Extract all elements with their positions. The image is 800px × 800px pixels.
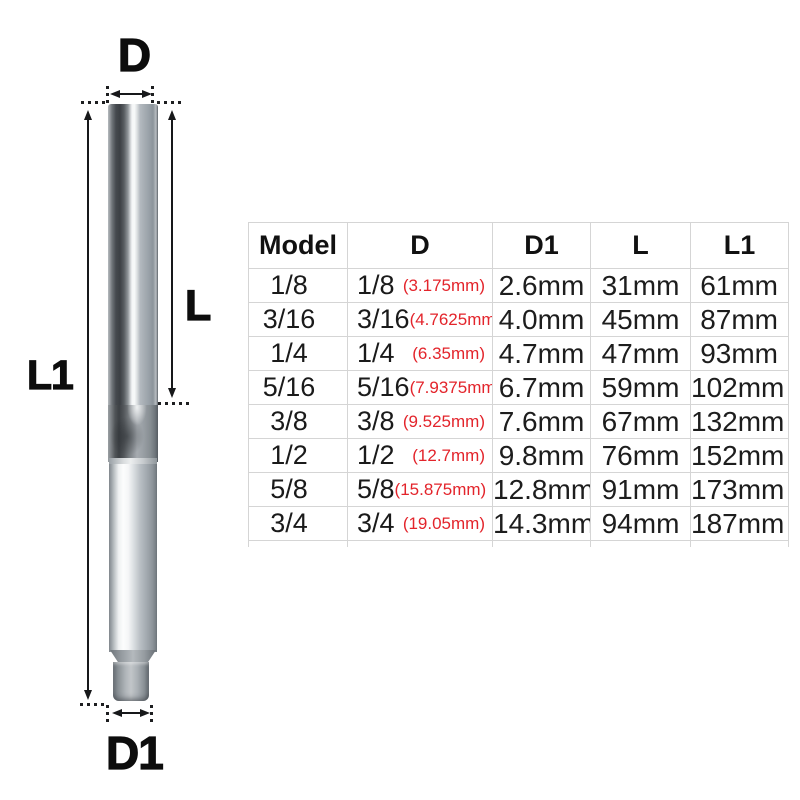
spec-table: Model D D1 L L1 1/8 1/8 (3.175mm) 2.6mm … [248,222,789,547]
cell-d1: 4.0mm [492,302,591,337]
cell-d1: 9.8mm [492,438,591,473]
header-d1: D1 [492,222,591,269]
cell-d: 5/8 (15.875mm) [347,472,493,507]
d-fraction: 1/8 [357,270,395,300]
cell-l: 47mm [590,336,691,371]
reamer-flute-runout [108,405,158,462]
cell-model: 5/8 [248,472,348,507]
l-end-dotted [158,402,192,405]
table-row: 5/8 5/8 (15.875mm) 12.8mm 91mm 173mm [248,472,789,507]
cell-l1: 187mm [690,506,789,541]
cell-d1: 7.6mm [492,404,591,439]
cell-l1: 173mm [690,472,789,507]
cell-l: 91mm [590,472,691,507]
cell-l1: 102mm [690,370,789,405]
d1-bracket-right-dotted [150,705,153,723]
d-metric: (15.875mm) [394,479,487,499]
d-fraction: 3/4 [357,508,395,538]
cell-model: 3/16 [248,302,348,337]
cell-model: 1/4 [248,336,348,371]
d-bracket-left-dotted [106,86,109,106]
d1-dimension-arrow-icon [112,709,150,717]
table-header-row: Model D D1 L L1 [248,222,789,269]
d-fraction: 1/4 [357,338,395,368]
reamer-transition-ring [109,458,157,466]
cell-l1: 61mm [690,268,789,303]
header-model: Model [248,222,348,269]
cell-d: 5/16 (7.9375mm) [347,370,493,405]
cell-d1: 2.6mm [492,268,591,303]
d-fraction: 1/2 [357,440,395,470]
top-left-extension-dotted [81,101,106,104]
cell-model: 3/8 [248,404,348,439]
cell-d: 1/8 (3.175mm) [347,268,493,303]
cell-d1: 6.7mm [492,370,591,405]
header-l1: L1 [690,222,789,269]
dimension-label-d: D [117,29,151,81]
cell-d: 3/16 (4.7625mm) [347,302,493,337]
d-metric: (19.05mm) [402,513,485,533]
header-d: D [347,222,493,269]
l-dimension-arrow-icon [168,110,176,398]
reamer-tang-shoulder [110,650,156,664]
cell-l: 31mm [590,268,691,303]
dimension-label-d1: D1 [105,727,164,779]
cell-l: 45mm [590,302,691,337]
d-metric: (12.7mm) [412,445,485,465]
cell-l1: 93mm [690,336,789,371]
table-row: 5/16 5/16 (7.9375mm) 6.7mm 59mm 102mm [248,370,789,405]
d-dimension-arrow-icon [110,90,152,98]
top-right-extension-dotted [157,101,184,104]
d-fraction: 3/8 [357,406,395,436]
cell-l1: 152mm [690,438,789,473]
dimension-label-l1: L1 [26,352,74,398]
l1-dimension-arrow-icon [84,110,92,700]
d-metric: (4.7625mm) [409,309,493,329]
bottom-left-extension-dotted [80,703,106,706]
table-row: 3/16 3/16 (4.7625mm) 4.0mm 45mm 87mm [248,302,789,337]
table-row-stub [248,540,789,547]
table-row: 3/8 3/8 (9.525mm) 7.6mm 67mm 132mm [248,404,789,439]
table-row: 1/4 1/4 (6.35mm) 4.7mm 47mm 93mm [248,336,789,371]
cell-model: 3/4 [248,506,348,541]
cell-l: 59mm [590,370,691,405]
cell-l: 94mm [590,506,691,541]
d-metric: (7.9375mm) [409,377,493,397]
table-row: 1/8 1/8 (3.175mm) 2.6mm 31mm 61mm [248,268,789,303]
cell-l: 67mm [590,404,691,439]
cell-model: 5/16 [248,370,348,405]
dimension-label-l: L [184,282,212,330]
d-fraction: 3/16 [357,304,410,334]
cell-d: 1/4 (6.35mm) [347,336,493,371]
reamer-shank [109,464,157,652]
header-l: L [590,222,691,269]
cell-model: 1/2 [248,438,348,473]
d-bracket-right-dotted [151,86,154,106]
cell-model: 1/8 [248,268,348,303]
d-fraction: 5/16 [357,372,410,402]
d1-bracket-left-dotted [106,705,109,723]
cell-d: 1/2 (12.7mm) [347,438,493,473]
cell-d1: 4.7mm [492,336,591,371]
table-row: 1/2 1/2 (12.7mm) 9.8mm 76mm 152mm [248,438,789,473]
cell-l1: 132mm [690,404,789,439]
cell-d: 3/4 (19.05mm) [347,506,493,541]
cell-l1: 87mm [690,302,789,337]
cell-d1: 14.3mm [492,506,591,541]
cell-d: 3/8 (9.525mm) [347,404,493,439]
cell-d1: 12.8mm [492,472,591,507]
cell-l: 76mm [590,438,691,473]
reamer-flute-section [108,104,158,405]
d-metric: (6.35mm) [412,343,485,363]
reamer-square-tang [113,662,149,701]
table-row: 3/4 3/4 (19.05mm) 14.3mm 94mm 187mm [248,506,789,541]
d-metric: (3.175mm) [402,275,485,295]
d-metric: (9.525mm) [402,411,485,431]
d-fraction: 5/8 [357,474,395,504]
